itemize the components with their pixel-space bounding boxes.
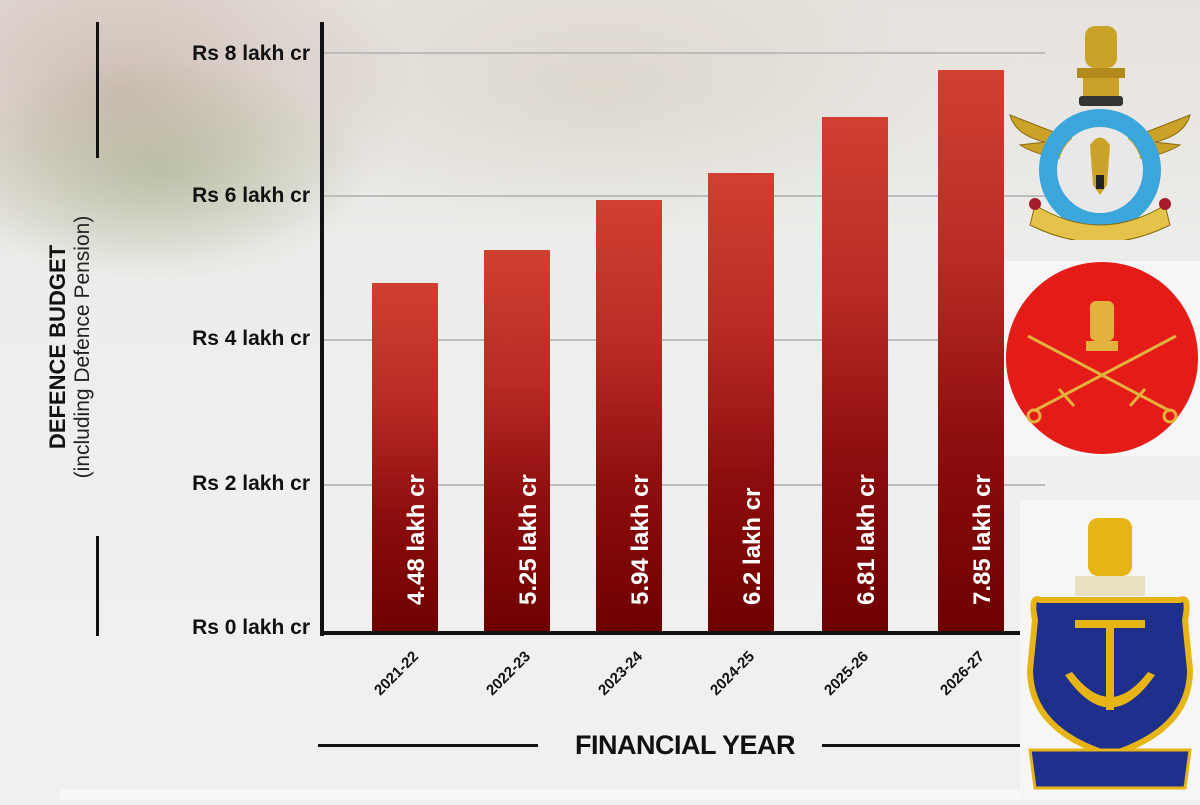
bar-value-label: 6.2 lakh cr (739, 487, 766, 605)
bar-value-label: 6.81 lakh cr (853, 474, 880, 605)
bar-2024-25: 6.2 lakh cr (708, 173, 774, 633)
y-tick-label: Rs 6 lakh cr (192, 184, 310, 207)
army-emblem-icon (1004, 261, 1200, 456)
bar-2023-24: 5.94 lakh cr (596, 200, 662, 633)
y-axis-line (320, 22, 324, 636)
y-axis-title-group: DEFENCE BUDGET (including Defence Pensio… (40, 22, 130, 636)
gridline-2 (324, 484, 1045, 486)
navy-emblem-icon (1020, 500, 1200, 800)
x-title-line-left (318, 744, 538, 747)
y-tick-label: Rs 2 lakh cr (192, 472, 310, 495)
bar-2026-27: 7.85 lakh cr (938, 70, 1004, 633)
gridline-4 (324, 339, 1045, 341)
y-title-line-bottom (96, 536, 99, 636)
y-axis-title-main: DEFENCE BUDGET (45, 244, 70, 450)
bar-value-label: 5.94 lakh cr (627, 474, 654, 605)
y-tick-label: Rs 8 lakh cr (192, 42, 310, 65)
y-tick-label: Rs 4 lakh cr (192, 327, 310, 350)
bottom-strip (60, 789, 1020, 800)
bar-2021-22: 4.48 lakh cr (372, 283, 438, 633)
x-axis-line (320, 631, 1045, 635)
y-axis-title-sub: (including Defence Pension) (71, 215, 94, 479)
gridline-6 (324, 195, 1045, 197)
bar-value-label: 7.85 lakh cr (969, 474, 996, 605)
bar-2022-23: 5.25 lakh cr (484, 250, 550, 633)
y-axis-title: DEFENCE BUDGET (including Defence Pensio… (45, 107, 115, 587)
y-tick-label: Rs 0 lakh cr (192, 616, 310, 639)
y-title-line-top (96, 22, 99, 158)
bar-2025-26: 6.81 lakh cr (822, 117, 888, 633)
x-axis-title: FINANCIAL YEAR (574, 730, 796, 760)
x-title-line-right (822, 744, 1024, 747)
air-force-emblem-icon (1005, 20, 1195, 243)
bar-value-label: 4.48 lakh cr (403, 474, 430, 605)
gridline-8 (324, 52, 1045, 54)
bar-value-label: 5.25 lakh cr (515, 474, 542, 605)
